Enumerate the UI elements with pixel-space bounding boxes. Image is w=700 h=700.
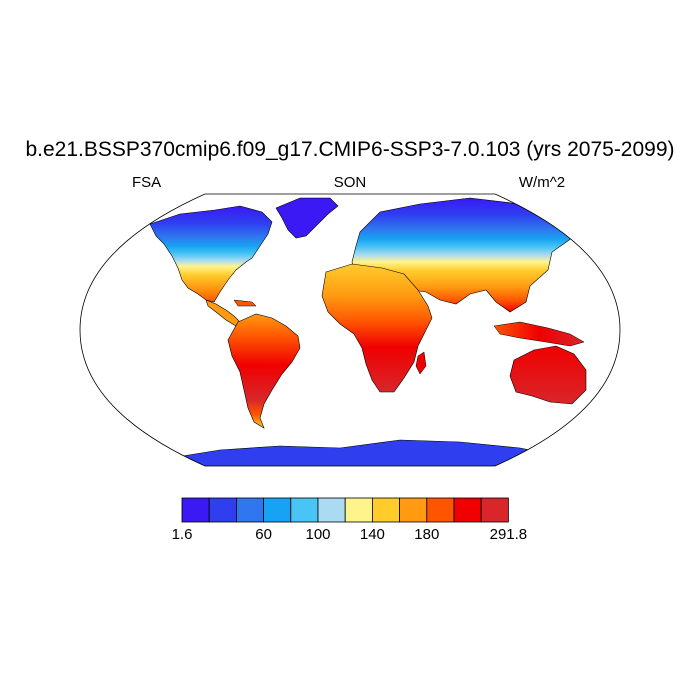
colorbar-tick-label: 291.8	[489, 526, 528, 543]
australia	[509, 345, 587, 405]
southeast-asia	[493, 321, 585, 347]
colorbar-box-9	[426, 497, 455, 523]
colorbar-tick-label: 60	[255, 526, 272, 543]
colorbar	[181, 497, 509, 523]
colorbar-tick-label: 1.6	[171, 526, 193, 543]
madagascar	[415, 351, 427, 375]
colorbar-box-0	[181, 497, 210, 523]
colorbar-box-5	[317, 497, 346, 523]
colorbar-tick-label: 100	[305, 526, 331, 543]
season-label: SON	[333, 174, 367, 191]
colorbar-box-10	[453, 497, 482, 523]
greenland	[275, 197, 339, 239]
colorbar-box-8	[399, 497, 428, 523]
africa	[321, 263, 433, 393]
colorbar-box-1	[208, 497, 237, 523]
variable-label: FSA	[132, 174, 162, 191]
land-fill	[99, 197, 611, 466]
globe-outline	[79, 193, 621, 467]
central-america	[205, 299, 241, 327]
units-label: W/m^2	[518, 174, 566, 191]
colorbar-box-3	[263, 497, 292, 523]
new-zealand	[599, 389, 611, 411]
north-america	[149, 205, 273, 303]
colorbar-box-7	[371, 497, 400, 523]
plot-title: b.e21.BSSP370cmip6.f09_g17.CMIP6-SSP3-7.…	[25, 138, 675, 161]
colorbar-tick-label: 180	[414, 526, 440, 543]
colorbar-box-11	[480, 497, 509, 523]
colorbar-box-2	[235, 497, 264, 523]
colorbar-tick-label: 140	[359, 526, 385, 543]
caribbean	[233, 299, 257, 307]
colorbar-box-6	[344, 497, 373, 523]
south-america	[227, 313, 301, 429]
antarctica	[99, 439, 601, 466]
colorbar-box-4	[290, 497, 319, 523]
